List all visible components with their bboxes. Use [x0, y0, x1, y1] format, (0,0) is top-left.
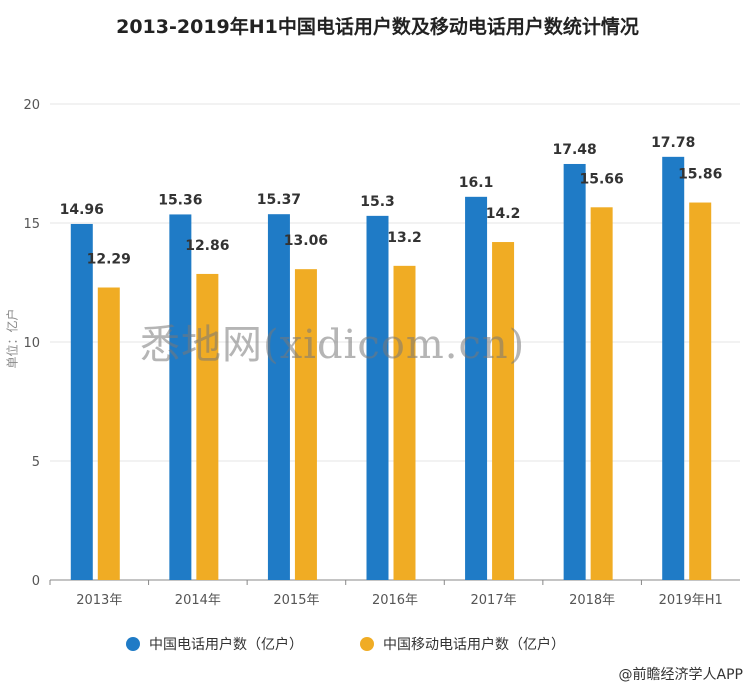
bar-series-2[interactable]	[97, 287, 120, 580]
x-tick-label: 2015年	[273, 593, 319, 608]
bar-series-2[interactable]	[393, 265, 416, 580]
legend-label-series-1: 中国电话用户数（亿户）	[149, 637, 303, 653]
y-tick-label: 10	[23, 336, 40, 351]
bar-series-2[interactable]	[590, 207, 613, 581]
legend-marker-orange-icon	[360, 637, 374, 651]
legend-item-series-1[interactable]: 中国电话用户数（亿户）	[126, 634, 303, 654]
data-label-series-1: 15.36	[158, 192, 202, 208]
x-tick-label: 2016年	[372, 593, 418, 608]
bar-series-1[interactable]	[267, 214, 290, 580]
legend-marker-blue-icon	[126, 637, 140, 651]
data-label-series-1: 14.96	[60, 202, 104, 218]
bar-series-1[interactable]	[366, 215, 389, 581]
data-label-series-2: 13.06	[284, 233, 328, 249]
legend-item-series-2[interactable]: 中国移动电话用户数（亿户）	[360, 634, 565, 654]
x-tick-label: 2014年	[175, 593, 221, 608]
data-label-series-2: 15.86	[678, 167, 722, 183]
bar-series-1[interactable]	[563, 163, 586, 580]
bar-series-2[interactable]	[689, 202, 712, 581]
watermark: 悉地网(xidicom.cn)	[140, 322, 526, 368]
y-tick-label: 5	[32, 455, 40, 470]
data-label-series-2: 12.29	[87, 251, 131, 267]
data-label-series-1: 17.78	[651, 135, 695, 151]
legend-label-series-2: 中国移动电话用户数（亿户）	[383, 637, 565, 653]
bar-series-2[interactable]	[196, 273, 219, 580]
bars	[70, 156, 712, 581]
x-tick-label: 2017年	[471, 593, 517, 608]
bar-series-1[interactable]	[662, 156, 685, 580]
data-label-series-1: 15.3	[360, 194, 395, 210]
data-label-series-2: 15.66	[579, 171, 623, 187]
bar-series-2[interactable]	[492, 242, 515, 581]
data-label-series-1: 16.1	[459, 175, 494, 191]
bar-series-1[interactable]	[70, 223, 93, 580]
x-tick-label: 2013年	[76, 593, 122, 608]
y-tick-label: 0	[32, 574, 40, 589]
data-labels: 14.96 12.29 15.36 12.86 15.37 13.06 15.3 13.2 16…	[60, 135, 723, 268]
y-tick-label: 15	[23, 217, 40, 232]
bar-series-2[interactable]	[294, 269, 317, 580]
bar-series-1[interactable]	[169, 214, 192, 580]
y-tick-label: 20	[23, 98, 40, 113]
data-label-series-1: 15.37	[257, 192, 301, 208]
source-credit: @前瞻经济学人APP	[618, 667, 743, 683]
x-tick-label: 2018年	[569, 593, 615, 608]
bar-series-1[interactable]	[465, 196, 488, 580]
chart-title: 2013-2019年H1中国电话用户数及移动电话用户数统计情况	[116, 16, 639, 38]
data-label-series-1: 17.48	[552, 142, 596, 158]
data-label-series-2: 12.86	[185, 238, 229, 254]
data-label-series-2: 13.2	[387, 230, 422, 246]
axes: 0 5 10 15 20 2013年 2014年 2015年 2016年 2017年 2018年 20…	[23, 98, 722, 608]
data-label-series-2: 14.2	[486, 206, 521, 222]
x-tick-label: 2019年H1	[659, 593, 723, 608]
